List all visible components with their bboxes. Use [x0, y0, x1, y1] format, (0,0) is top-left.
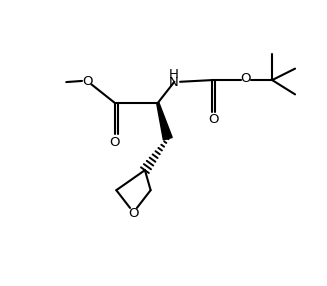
Text: O: O — [241, 72, 251, 85]
Text: O: O — [82, 75, 93, 88]
Text: O: O — [110, 136, 120, 149]
Text: O: O — [208, 113, 219, 126]
Text: O: O — [128, 206, 139, 220]
Text: N: N — [169, 76, 179, 89]
Text: H: H — [169, 68, 179, 82]
Polygon shape — [157, 103, 172, 140]
